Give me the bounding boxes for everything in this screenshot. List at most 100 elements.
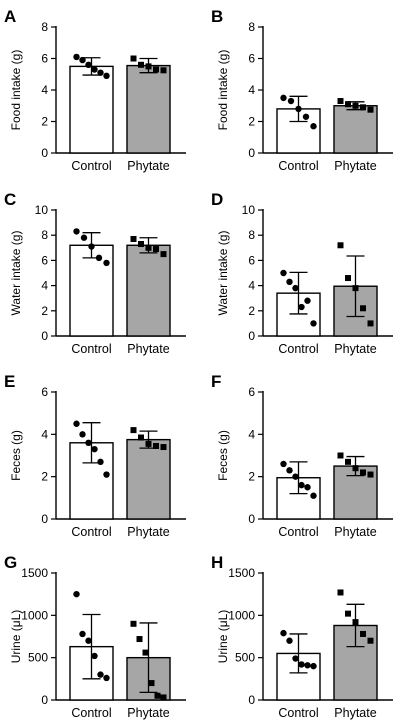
data-point-phytate — [160, 251, 167, 258]
y-tick-label: 500 — [28, 651, 48, 665]
panel-letter: D — [211, 190, 223, 209]
y-axis-label: Food intake (g) — [216, 50, 230, 131]
y-tick-label: 0 — [248, 512, 255, 526]
data-point-phytate — [160, 694, 167, 701]
data-point-control — [91, 445, 98, 453]
data-point-control — [103, 72, 110, 80]
panel-letter: F — [211, 372, 221, 391]
data-point-phytate — [337, 242, 344, 249]
bar-phytate — [126, 244, 171, 337]
data-point-phytate — [130, 427, 137, 434]
y-axis-label: Urine (μL) — [216, 610, 230, 664]
data-point-control — [292, 284, 299, 292]
panel-letter: C — [4, 190, 16, 209]
x-label-control: Control — [71, 706, 111, 720]
data-point-control — [298, 661, 305, 668]
y-tick-label: 0 — [41, 329, 48, 343]
data-point-phytate — [145, 63, 152, 70]
data-point-control — [298, 481, 305, 489]
data-point-control — [85, 439, 92, 446]
data-point-phytate — [145, 440, 152, 447]
y-axis-label: Water intake (g) — [9, 231, 23, 316]
y-axis-label: Feces (g) — [216, 430, 230, 481]
data-point-control — [88, 243, 95, 250]
data-point-control — [280, 629, 287, 637]
data-point-phytate — [367, 637, 374, 644]
y-tick-label: 4 — [41, 83, 48, 97]
data-point-phytate — [337, 589, 344, 596]
data-point-control — [73, 228, 80, 235]
data-point-control — [302, 113, 310, 120]
panel-a: A Food intake (g) 0 2 4 6 8 Control Phytate — [4, 7, 186, 173]
data-point-control — [280, 94, 287, 102]
bar-control — [69, 244, 114, 337]
y-axis-label: Urine (μL) — [9, 610, 23, 664]
data-point-control — [85, 637, 92, 644]
data-point-control — [73, 420, 80, 427]
x-label-phytate: Phytate — [334, 342, 376, 356]
y-tick-label: 0 — [248, 329, 255, 343]
data-point-control — [287, 97, 295, 105]
data-point-control — [304, 662, 311, 669]
data-point-control — [286, 278, 293, 286]
data-point-phytate — [138, 61, 144, 68]
y-tick-label: 2 — [41, 304, 48, 318]
y-tick-label: 4 — [248, 427, 255, 441]
y-tick-label: 4 — [248, 279, 255, 293]
x-label-control: Control — [278, 706, 318, 720]
y-tick-label: 2 — [248, 470, 255, 484]
data-point-control — [103, 471, 110, 478]
data-point-control — [95, 254, 103, 262]
data-point-phytate — [160, 444, 167, 451]
data-point-phytate — [345, 610, 351, 617]
data-point-phytate — [345, 101, 351, 108]
data-point-phytate — [360, 305, 366, 312]
x-label-control: Control — [278, 159, 318, 173]
data-point-control — [310, 123, 317, 130]
panel-e: E Feces (g) 0 2 4 6 Control Phytate — [4, 372, 186, 539]
x-label-control: Control — [71, 342, 111, 356]
data-point-control — [310, 492, 317, 499]
y-tick-label: 2 — [41, 115, 48, 129]
x-label-phytate: Phytate — [127, 342, 169, 356]
data-point-phytate — [367, 106, 374, 113]
bar-control — [69, 65, 114, 154]
data-point-phytate — [130, 620, 137, 627]
data-point-phytate — [148, 680, 155, 687]
panel-letter: H — [211, 553, 223, 572]
data-point-phytate — [130, 235, 137, 242]
data-point-control — [286, 637, 293, 644]
y-tick-label: 1000 — [21, 608, 48, 622]
data-point-phytate — [360, 469, 366, 476]
y-tick-label: 4 — [41, 427, 48, 441]
panel-letter: E — [4, 372, 15, 391]
data-point-control — [79, 56, 86, 64]
data-point-control — [97, 69, 104, 76]
y-tick-label: 1500 — [21, 566, 48, 580]
x-label-control: Control — [71, 159, 111, 173]
data-point-control — [304, 297, 311, 304]
data-point-phytate — [360, 630, 366, 637]
data-point-phytate — [352, 102, 359, 109]
x-label-phytate: Phytate — [127, 525, 169, 539]
data-point-phytate — [352, 465, 359, 472]
data-point-phytate — [160, 67, 167, 74]
panel-letter: B — [211, 7, 223, 26]
data-point-phytate — [153, 442, 159, 449]
x-label-control: Control — [71, 525, 111, 539]
y-tick-label: 6 — [248, 253, 255, 267]
y-tick-label: 4 — [41, 279, 48, 293]
data-point-phytate — [154, 692, 161, 699]
y-tick-label: 8 — [41, 20, 48, 34]
y-tick-label: 8 — [248, 20, 255, 34]
data-point-control — [97, 458, 104, 466]
data-point-control — [91, 652, 98, 660]
y-tick-label: 500 — [235, 651, 255, 665]
data-point-phytate — [337, 452, 344, 459]
y-tick-label: 10 — [35, 203, 49, 217]
bar-phytate — [333, 105, 378, 154]
y-tick-label: 2 — [41, 470, 48, 484]
data-point-control — [286, 467, 293, 474]
data-point-control — [304, 484, 311, 491]
